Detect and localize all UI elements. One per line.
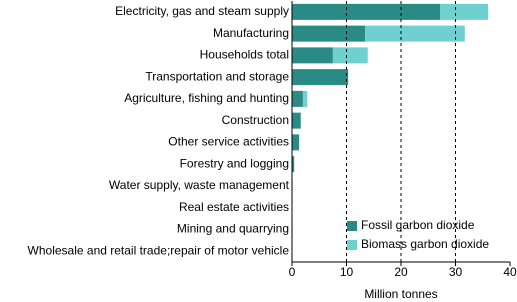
y-tick-label: Manufacturing xyxy=(213,26,289,40)
x-tick-label: 10 xyxy=(340,265,354,279)
y-tick-label: Other service activities xyxy=(168,135,289,149)
bar xyxy=(292,156,295,173)
y-tick-label: Forestry and logging xyxy=(180,156,289,170)
bar xyxy=(292,3,441,20)
x-tick-label: 0 xyxy=(289,265,296,279)
bar xyxy=(292,69,349,86)
y-tick-label: Electricity, gas and steam supply xyxy=(115,4,289,18)
bar xyxy=(302,90,308,107)
y-tick-label: Construction xyxy=(222,113,289,127)
y-tick-label: Water supply, waste management xyxy=(109,178,290,192)
legend-swatch xyxy=(347,240,357,250)
legend-label: Fossil garbon dioxide xyxy=(361,218,475,232)
bar xyxy=(440,3,489,20)
y-tick-label: Mining and quarrying xyxy=(177,222,289,236)
bar xyxy=(292,25,366,42)
x-tick-label: 30 xyxy=(449,265,463,279)
x-tick-label: 20 xyxy=(394,265,408,279)
y-tick-label: Transportation and storage xyxy=(145,69,289,83)
bar xyxy=(292,112,301,129)
y-tick-label: Agriculture, fishing and hunting xyxy=(124,91,289,105)
bar xyxy=(292,134,300,151)
bar xyxy=(365,25,465,42)
x-axis-label: Million tonnes xyxy=(364,287,437,301)
bar xyxy=(332,47,368,64)
bar xyxy=(292,90,303,107)
y-tick-label: Households total xyxy=(200,48,289,62)
legend-label: Biomass garbon dioxide xyxy=(361,237,489,251)
y-tick-label: Real estate activities xyxy=(179,200,289,214)
bar xyxy=(292,47,333,64)
x-tick-label: 40 xyxy=(503,265,517,279)
legend-swatch xyxy=(347,221,357,231)
y-tick-label: Wholesale and retail trade;repair of mot… xyxy=(28,243,290,257)
